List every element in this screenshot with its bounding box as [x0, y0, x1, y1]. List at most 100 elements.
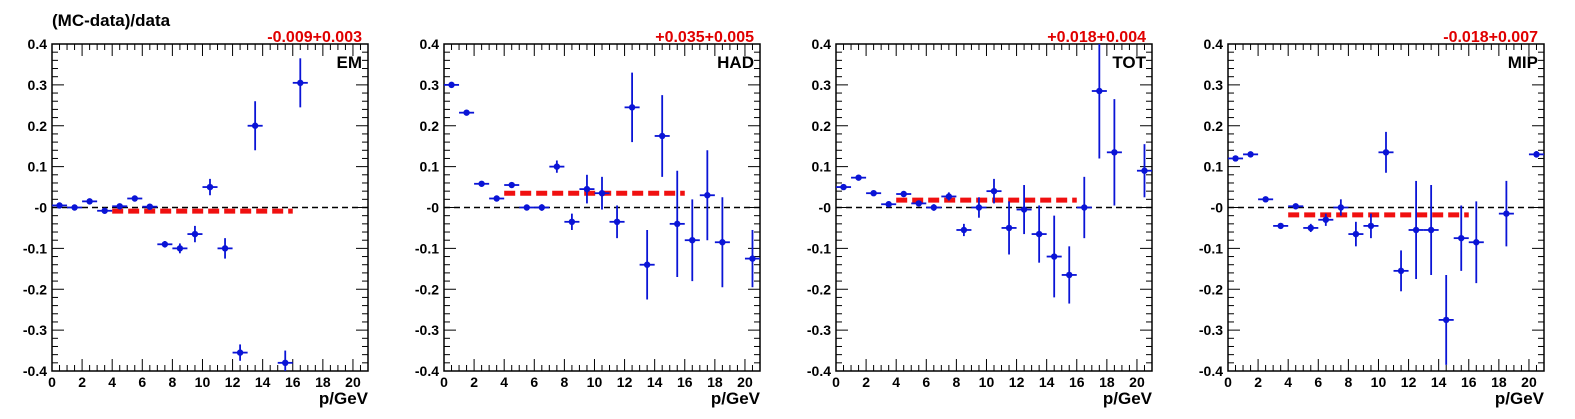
panel-mip-data-point	[1288, 203, 1304, 210]
panel-mip-x-tick-label: 14	[1431, 374, 1447, 390]
panel-em-marker	[86, 198, 93, 205]
panel-tot-data-point	[896, 190, 912, 198]
panel-em-x-tick-label: 8	[168, 374, 176, 390]
panel-em-frame	[51, 43, 369, 372]
panel-tot-data-point	[926, 204, 942, 211]
panel-em-x-tick-label: 0	[48, 374, 56, 390]
panel-tot-data-point	[1076, 176, 1092, 239]
panel-mip-x-tick-label: 16	[1461, 374, 1477, 390]
panel-mip-x-tick-label: 12	[1401, 374, 1417, 390]
panel-had-y-tick-label: -0	[427, 200, 440, 216]
panel-had-data-point	[594, 176, 610, 210]
panel-had-marker	[613, 218, 621, 226]
panel-had-data-point	[444, 81, 460, 89]
panel-tot-y-tick-label: -0.2	[807, 281, 831, 297]
panel-mip-data-point	[1303, 223, 1319, 233]
panel-tot-x-tick-label: 10	[979, 374, 995, 390]
panel-tot-y-tick-label: 0.3	[812, 77, 832, 93]
panel-mip-data-point	[1453, 205, 1469, 271]
panel-mip-y-tick-label: 0.2	[1204, 118, 1224, 134]
panel-em-x-tick-label: 14	[255, 374, 271, 390]
panel-had-data-point	[504, 181, 520, 189]
panel-em-x-tick-label: 2	[78, 374, 86, 390]
panel-mip-data-point	[1318, 213, 1334, 226]
panel-tot-x-tick-label: 12	[1009, 374, 1025, 390]
panel-em-data-point	[172, 243, 188, 254]
panel-tot-marker	[900, 190, 907, 198]
panel-tot-x-tick-label: 8	[952, 374, 960, 390]
panel-mip-marker	[1322, 216, 1330, 223]
panel-em-data-point	[247, 101, 263, 151]
panel-em-data-point	[202, 178, 218, 196]
panel-mip-data-point	[1438, 274, 1454, 365]
panel-had-data-point	[744, 229, 760, 288]
panel-had-data-point	[549, 160, 565, 173]
panel-tot-marker	[1066, 271, 1073, 279]
panel-had-marker	[568, 218, 576, 226]
panel-mip-label: MIP	[1508, 53, 1538, 72]
panel-tot-marker	[885, 201, 892, 208]
panel-em-marker	[191, 230, 199, 238]
panel-tot-data-point	[986, 178, 1002, 204]
panel-mip-marker	[1397, 267, 1405, 275]
panel-tot-marker	[945, 193, 953, 200]
panel-mip-data-point	[1393, 250, 1409, 292]
panel-had-y-tick-label: 0.3	[420, 77, 440, 93]
panel-tot-y-tick-label: -0.1	[807, 240, 831, 256]
panel-mip-x-tick-label: 0	[1224, 374, 1232, 390]
panel-em-points	[52, 58, 308, 371]
panel-em-marker	[221, 245, 229, 252]
panel-tot-marker	[1005, 224, 1013, 232]
panel-em-marker	[146, 203, 154, 210]
panel-em-y-tick-label: -0	[35, 200, 48, 216]
panel-tot-marker	[840, 183, 847, 191]
panel-em-y-tick-label: -0.1	[23, 240, 47, 256]
panel-had-x-tick-label: 18	[707, 374, 723, 390]
panel-em-data-point	[97, 207, 113, 214]
panel-had-x-tick-label: 16	[677, 374, 693, 390]
panel-tot-data-point	[1091, 44, 1107, 159]
panel-had-data-point	[639, 229, 655, 300]
panel-had-marker	[478, 180, 485, 187]
panel-tot-frame	[835, 43, 1153, 372]
panel-tot-data-point	[1106, 99, 1122, 206]
panel-had-marker	[508, 181, 515, 189]
panel-mip-data-point	[1258, 196, 1274, 203]
panel-tot-marker	[1050, 253, 1058, 260]
panel-had-marker	[628, 104, 636, 111]
panel-had-data-point	[654, 95, 670, 177]
panel-tot-x-tick-label: 6	[922, 374, 930, 390]
panel-em-x-tick-label: 16	[285, 374, 301, 390]
panel-had-data-point	[564, 213, 580, 230]
panel-mip-x-tick-label: 20	[1521, 374, 1537, 390]
panel-em-marker	[176, 245, 184, 252]
panel-tot-data-point	[1046, 215, 1062, 298]
panel-em-marker	[297, 79, 304, 87]
panel-em-marker	[131, 195, 138, 202]
panel-had-x-tick-label: 10	[587, 374, 603, 390]
panel-em-marker	[236, 349, 244, 356]
panel-em-data-point	[232, 344, 248, 361]
panel-tot-data-point	[836, 183, 852, 191]
panel-had-x-tick-label: 20	[737, 374, 753, 390]
panel-em-data-point	[142, 203, 158, 210]
panel-tot: 0.4 0.3 0.2 0.1 -0 -0.1 -0.2 -0.3 -0.40 2 4 6 8 10 12 1…	[807, 29, 1153, 408]
panel-mip-data-point	[1468, 201, 1484, 284]
panel-em-y-tick-label: 0.4	[28, 36, 48, 52]
panel-em-y-tick-label: -0.2	[23, 281, 47, 297]
panel-had-x-tick-label: 2	[470, 374, 478, 390]
panel-tot-x-tick-label: 2	[862, 374, 870, 390]
panel-tot-x-axis-label: p/GeV	[1103, 389, 1153, 408]
panel-em-x-tick-label: 10	[195, 374, 211, 390]
panel-had-marker	[674, 220, 681, 228]
panel-mip: 0.4 0.3 0.2 0.1 -0 -0.1 -0.2 -0.3 -0.40 2 4 6 8 10 12 1…	[1199, 29, 1545, 408]
panel-mip-marker	[1292, 203, 1299, 210]
panel-em-x-axis-label: p/GeV	[319, 389, 369, 408]
panel-em-data-point	[217, 238, 233, 259]
panel-had-marker	[704, 192, 711, 199]
panel-had-y-tick-label: -0.1	[415, 240, 439, 256]
panel-had-x-tick-label: 8	[560, 374, 568, 390]
panel-tot-x-tick-label: 0	[832, 374, 840, 390]
panel-tot-marker	[1096, 87, 1103, 95]
panel-had-x-tick-label: 12	[617, 374, 633, 390]
